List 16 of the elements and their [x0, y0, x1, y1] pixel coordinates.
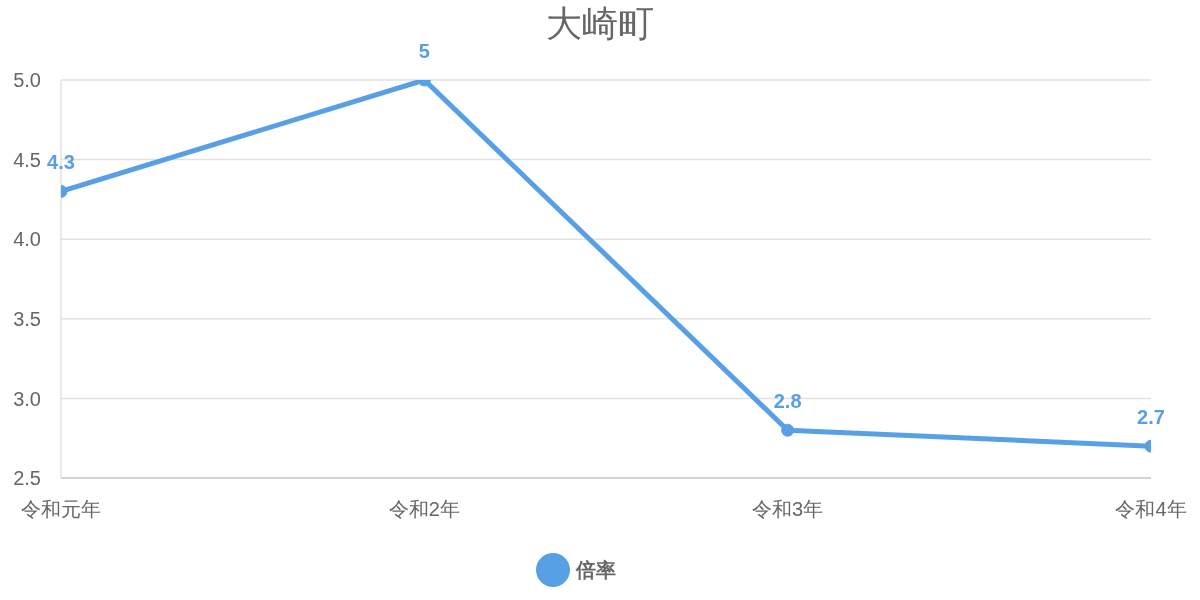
x-tick-label: 令和3年	[752, 498, 824, 521]
y-tick-label: 4.0	[13, 228, 41, 251]
data-label: 4.3	[47, 151, 75, 174]
x-tick-label: 令和4年	[1115, 498, 1187, 521]
y-tick-label: 4.5	[13, 148, 41, 171]
y-tick-label: 5.0	[13, 69, 41, 92]
x-tick-label: 令和元年	[21, 498, 101, 521]
y-tick-label: 3.0	[13, 387, 41, 410]
x-tick-label: 令和2年	[388, 498, 460, 521]
data-label: 5	[418, 40, 430, 62]
y-tick-label: 3.5	[13, 307, 41, 330]
data-label: 2.7	[1137, 406, 1165, 429]
chart-title: 大崎町	[546, 3, 654, 44]
data-label: 2.8	[773, 390, 802, 413]
legend-label: 倍率	[575, 557, 616, 583]
y-tick-label: 2.5	[13, 467, 41, 490]
